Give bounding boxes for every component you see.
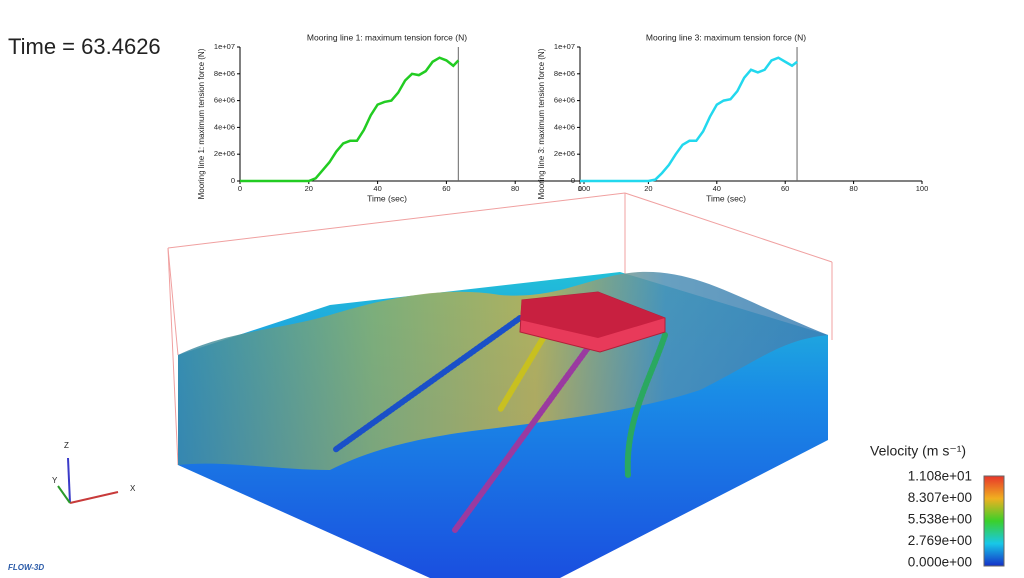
colorbar-label: 5.538e+00: [908, 512, 972, 527]
x-tick-label: 20: [305, 184, 313, 193]
x-tick-label: 80: [511, 184, 519, 193]
x-tick-label: 40: [373, 184, 381, 193]
colorbar-label: 0.000e+00: [908, 555, 972, 570]
y-tick-label: 4e+06: [554, 122, 575, 131]
y-tick-label: 0: [571, 176, 575, 185]
simulation-box: [167, 192, 833, 466]
y-axis-label: Mooring line 1: maximum tension force (N…: [197, 48, 206, 199]
x-tick-label: 60: [442, 184, 450, 193]
x-tick-label: 80: [849, 184, 857, 193]
x-axis-label: Time (sec): [367, 193, 407, 203]
x-tick-label: 0: [578, 184, 582, 193]
x-tick-label: 20: [644, 184, 652, 193]
mooring-lines: [332, 315, 668, 533]
y-tick-label: 1e+07: [214, 42, 235, 51]
x-axis-label: Time (sec): [706, 193, 746, 203]
colorbar-label: 8.307e+00: [908, 490, 972, 505]
colorbar-label: 1.108e+01: [908, 469, 972, 484]
colorbar-title: Velocity (m s⁻¹): [870, 443, 966, 459]
y-tick-label: 6e+06: [554, 96, 575, 105]
y-tick-label: 4e+06: [214, 122, 235, 131]
y-tick-label: 8e+06: [554, 69, 575, 78]
y-tick-label: 1e+07: [554, 42, 575, 51]
y-tick-label: 2e+06: [214, 149, 235, 158]
y-tick-label: 0: [231, 176, 235, 185]
colorbar: [983, 475, 1005, 567]
y-tick-label: 2e+06: [554, 149, 575, 158]
line-series: [240, 56, 460, 183]
x-tick-label: 40: [713, 184, 721, 193]
x-tick-label: 0: [238, 184, 242, 193]
colorbar-label: 2.769e+00: [908, 533, 972, 548]
logo: FLOW-3D: [8, 563, 44, 572]
time-label: Time = 63.4626: [8, 34, 161, 59]
line-series: [580, 56, 798, 183]
chart-title: Mooring line 3: maximum tension force (N…: [646, 32, 806, 42]
y-axis-label: Mooring line 3: maximum tension force (N…: [537, 48, 546, 199]
x-tick-label: 60: [781, 184, 789, 193]
triad-y: Y: [52, 476, 58, 485]
axis-triad: [57, 457, 119, 504]
triad-z: Z: [64, 441, 69, 450]
x-tick-label: 100: [578, 184, 591, 193]
platform-top: [520, 292, 665, 338]
chart-title: Mooring line 1: maximum tension force (N…: [307, 32, 467, 42]
y-tick-label: 6e+06: [214, 96, 235, 105]
x-tick-label: 100: [916, 184, 929, 193]
triad-x: X: [130, 484, 136, 493]
y-tick-label: 8e+06: [214, 69, 235, 78]
